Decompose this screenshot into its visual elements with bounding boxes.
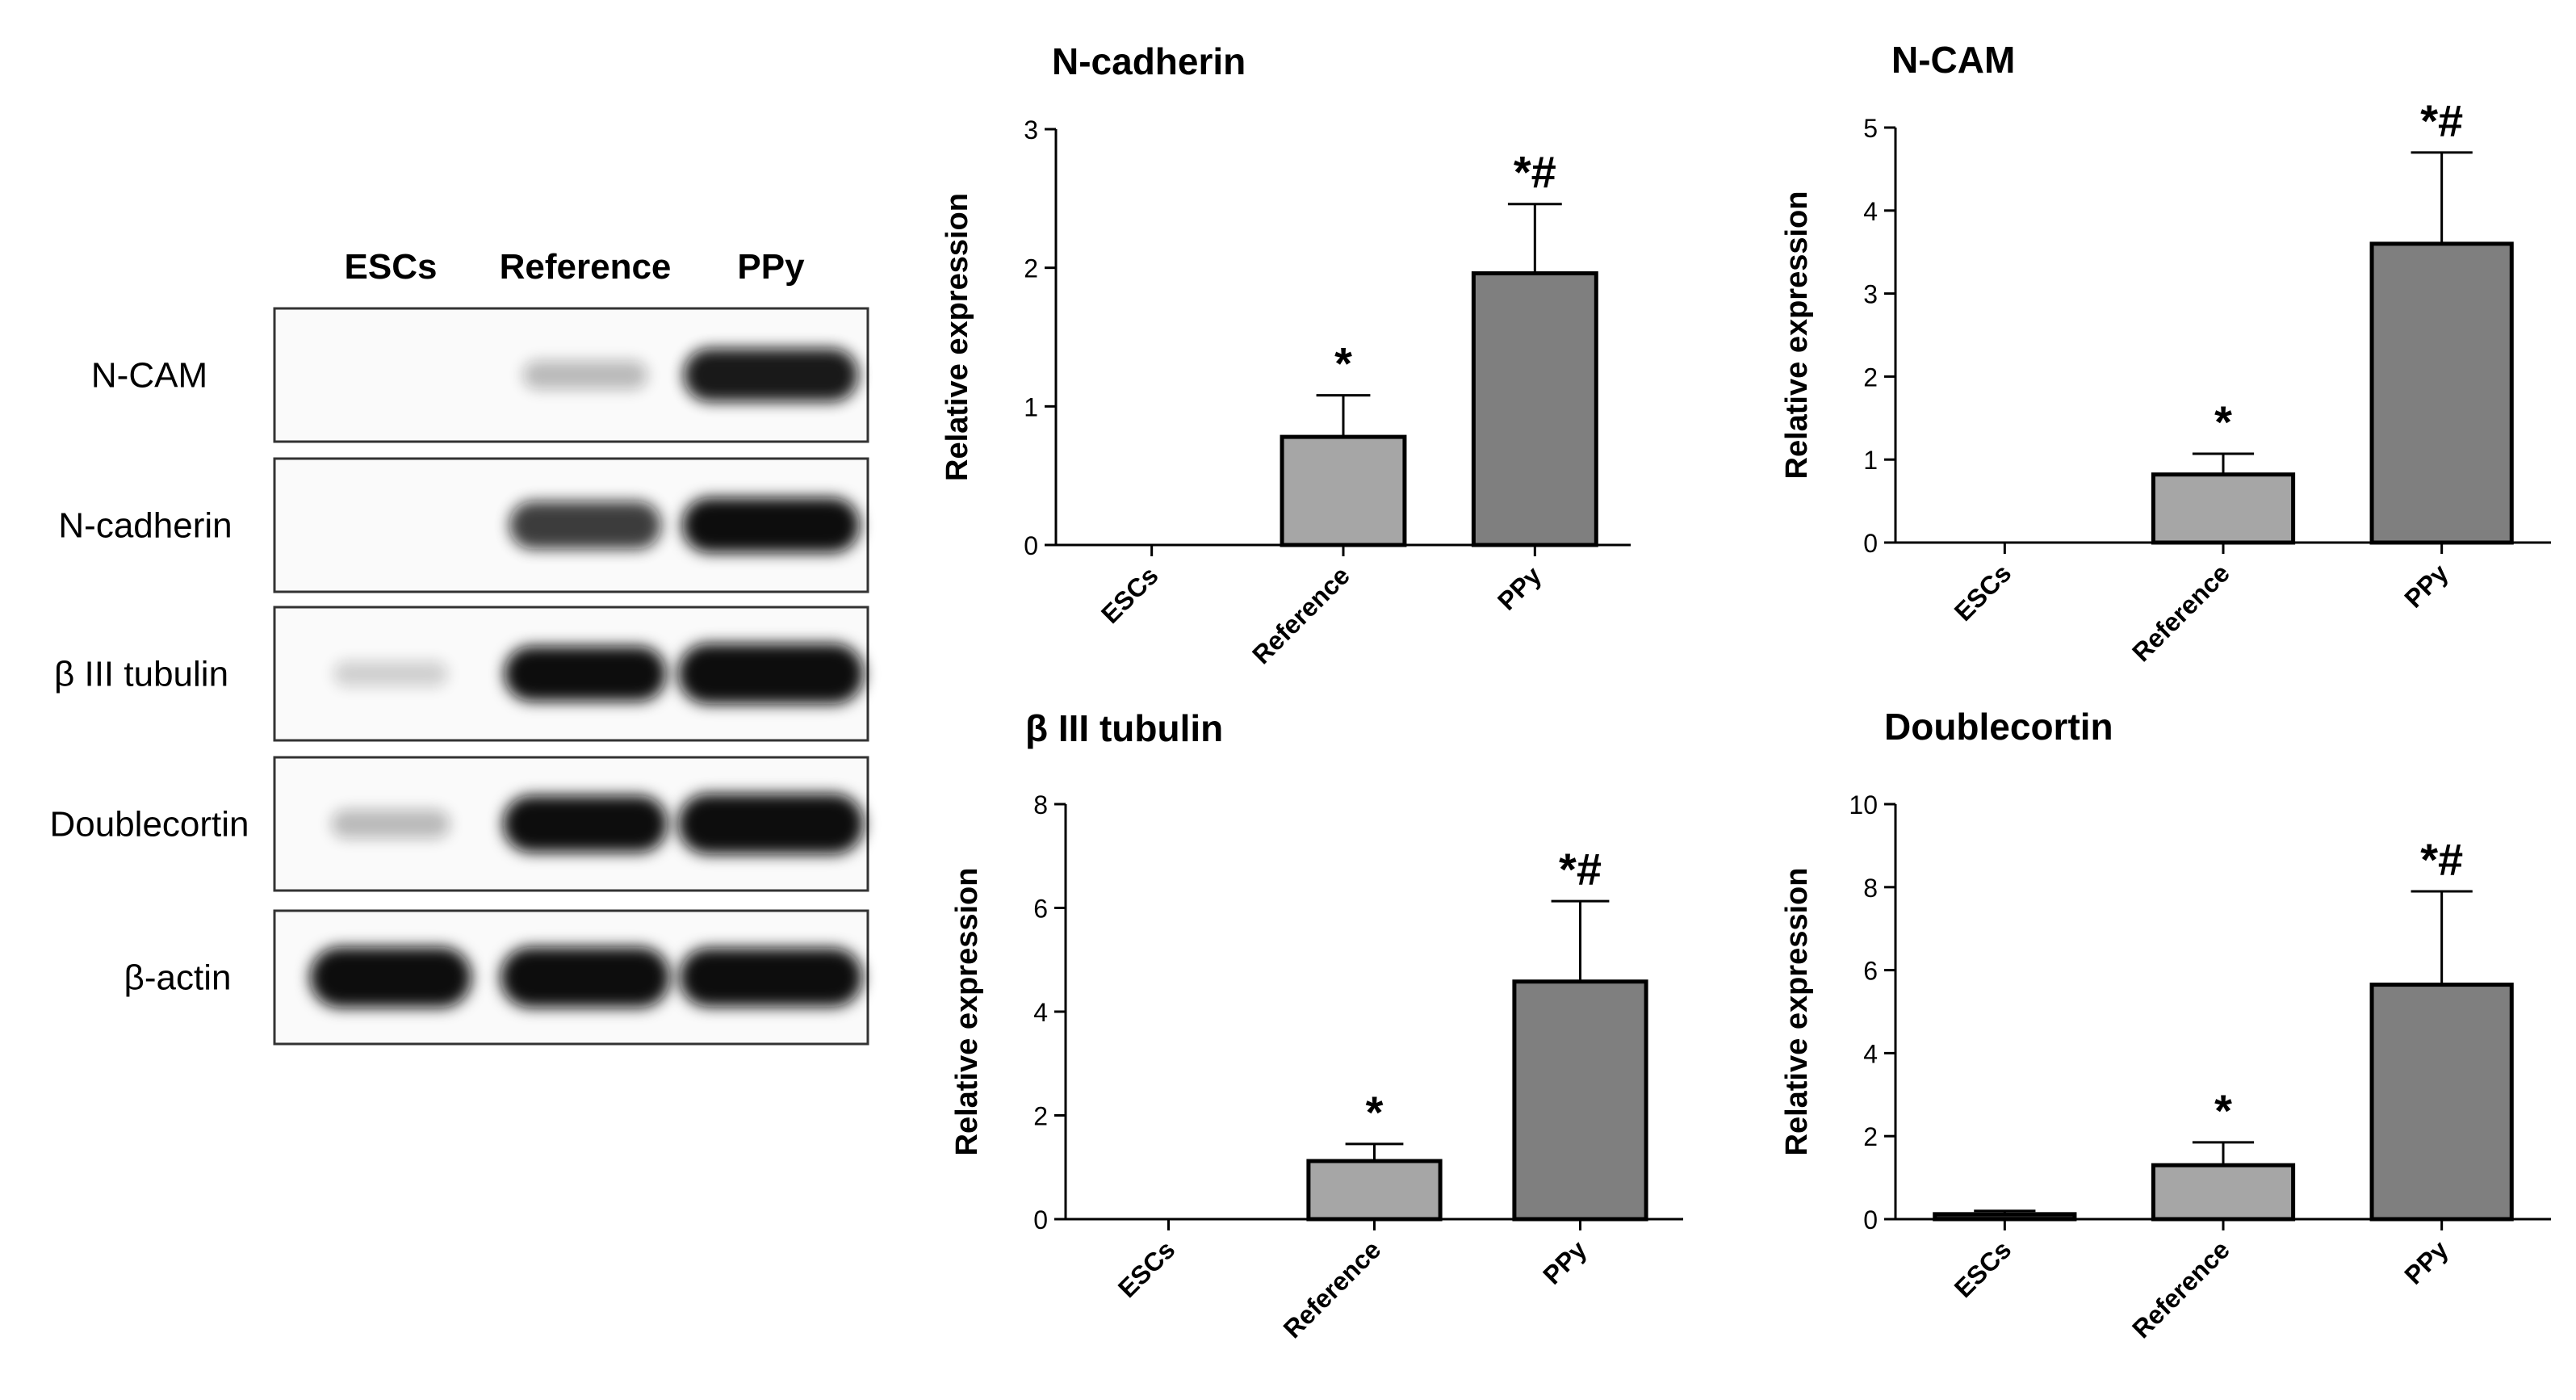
- y-tick-label: 1: [1863, 446, 1878, 475]
- western-blot-panel: ESCs Reference PPy N-CAM N-cadherin β III tub…: [49, 247, 869, 1046]
- bar: [1512, 979, 1648, 1222]
- blot-band: [331, 809, 450, 839]
- chart-title: N-cadherin: [1052, 40, 1246, 82]
- chart-doublecortin: Doublecortin Relative expression 0 2 4 6 8 10 ES…: [1780, 694, 2559, 1389]
- blot-band: [333, 660, 448, 687]
- y-axis-label: Relative expression: [950, 868, 984, 1156]
- x-tick-label: PPy: [2398, 1234, 2453, 1289]
- significance-label: *#: [2420, 834, 2463, 885]
- x-tick-label: Reference: [1246, 560, 1355, 669]
- blot-row-label: β III tubulin: [54, 655, 228, 694]
- y-tick-label: 0: [1863, 1205, 1878, 1234]
- y-tick-label: 2: [1033, 1102, 1048, 1131]
- blot-row: β-actin: [124, 909, 869, 1046]
- blot-band: [682, 497, 860, 553]
- y-tick-label: 2: [1863, 1122, 1878, 1151]
- blot-row-label: Doublecortin: [49, 805, 249, 845]
- blot-band: [679, 948, 863, 1007]
- y-tick-label: 1: [1024, 392, 1038, 421]
- chart-title: N-CAM: [1891, 39, 2015, 81]
- blot-band: [522, 360, 648, 390]
- blot-band: [678, 643, 864, 704]
- blot-row-label: N-cadherin: [58, 506, 232, 546]
- x-tick-label: Reference: [1278, 1234, 1387, 1343]
- significance-label: *#: [2420, 95, 2463, 146]
- significance-label: *#: [1514, 147, 1556, 198]
- blot-row-label: β-actin: [124, 958, 232, 998]
- y-axis-label: Relative expression: [1780, 868, 1814, 1156]
- x-tick-label: PPy: [1537, 1234, 1592, 1289]
- blot-band: [509, 501, 661, 550]
- bar: [2369, 983, 2514, 1222]
- chart-title: β III tubulin: [1025, 707, 1223, 749]
- bar: [1933, 1212, 2077, 1222]
- bar: [2369, 241, 2514, 545]
- blot-band: [504, 646, 667, 702]
- bar: [1280, 434, 1407, 547]
- bar: [1306, 1159, 1443, 1222]
- y-tick-label: 3: [1024, 115, 1038, 145]
- blot-row: β III tubulin: [54, 606, 869, 742]
- y-tick-label: 4: [1863, 1039, 1878, 1068]
- blot-row: N-CAM: [91, 307, 869, 443]
- blot-band: [678, 794, 864, 854]
- x-tick-label: Reference: [2126, 1234, 2235, 1343]
- blot-band: [310, 947, 471, 1008]
- y-tick-label: 0: [1863, 529, 1878, 558]
- y-tick-label: 6: [1863, 957, 1878, 986]
- chart-n-cadherin: N-cadherin Relative expression 0 1 2 3 ESCs Ref…: [940, 24, 1671, 694]
- blot-column-label: ESCs: [345, 247, 438, 287]
- y-tick-label: 4: [1033, 998, 1048, 1027]
- blot-band: [503, 795, 668, 853]
- significance-label: *#: [1559, 844, 1602, 895]
- x-tick-label: ESCs: [1949, 558, 2017, 627]
- y-tick-label: 8: [1863, 874, 1878, 903]
- significance-label: *: [2214, 1085, 2232, 1136]
- x-tick-label: ESCs: [1949, 1234, 2017, 1303]
- y-tick-label: 3: [1863, 280, 1878, 309]
- y-tick-label: 2: [1863, 363, 1878, 392]
- bar: [1471, 271, 1598, 547]
- blot-column-label: Reference: [500, 247, 672, 287]
- chart-title: Doublecortin: [1884, 706, 2113, 748]
- bar: [2151, 472, 2296, 545]
- x-tick-label: PPy: [1492, 560, 1547, 615]
- blot-band: [501, 947, 670, 1008]
- significance-label: *: [1366, 1087, 1384, 1138]
- significance-label: *: [1334, 338, 1352, 389]
- bar: [2151, 1163, 2296, 1222]
- blot-row: N-cadherin: [58, 457, 869, 593]
- blot-row: Doublecortin: [49, 756, 869, 892]
- y-tick-label: 2: [1024, 254, 1038, 283]
- y-axis-label: Relative expression: [940, 193, 974, 481]
- x-tick-label: Reference: [2126, 558, 2235, 667]
- chart-beta-iii-tubulin: β III tubulin Relative expression 0 2 4 6 8 ESC…: [945, 694, 1719, 1389]
- significance-label: *: [2214, 396, 2232, 447]
- blot-band: [683, 348, 859, 402]
- y-tick-label: 0: [1033, 1205, 1048, 1234]
- y-tick-label: 6: [1033, 895, 1048, 924]
- y-tick-label: 8: [1033, 790, 1048, 819]
- y-tick-label: 0: [1024, 531, 1038, 560]
- y-tick-label: 10: [1849, 790, 1878, 819]
- x-tick-label: ESCs: [1095, 560, 1164, 629]
- chart-n-cam: N-CAM Relative expression 0 1 2 3 4 5 ESCs Refere…: [1780, 24, 2559, 694]
- y-tick-label: 5: [1863, 114, 1878, 143]
- blot-row-label: N-CAM: [91, 356, 207, 396]
- blot-column-label: PPy: [737, 247, 805, 287]
- y-tick-label: 4: [1863, 197, 1878, 226]
- x-tick-label: ESCs: [1112, 1234, 1181, 1303]
- x-tick-label: PPy: [2398, 558, 2453, 613]
- y-axis-label: Relative expression: [1780, 191, 1814, 480]
